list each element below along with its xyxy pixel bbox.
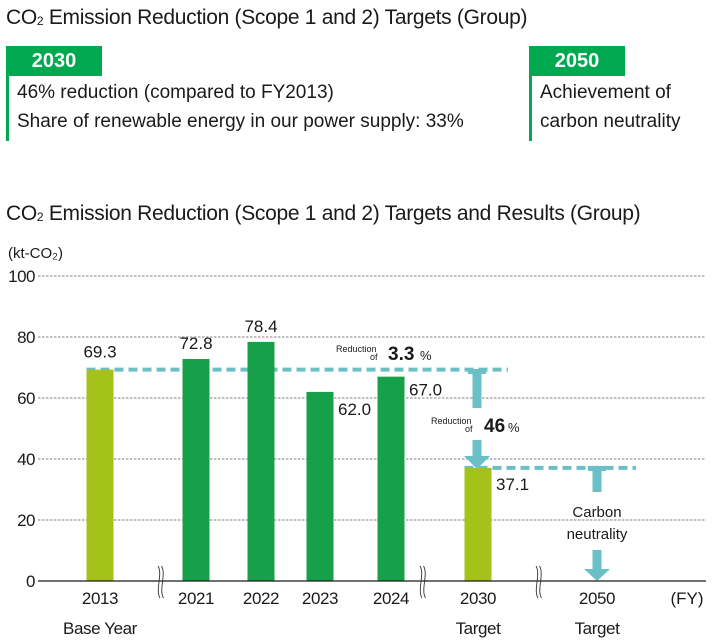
axis-break-icon <box>419 565 426 599</box>
x-tick-label: 2013 <box>82 589 118 608</box>
target-line: 46% reduction (compared to FY2013) <box>17 82 334 103</box>
arrow-head-icon <box>584 569 610 581</box>
value-label: 62.0 <box>338 400 371 419</box>
x-axis-unit-label: (FY) <box>670 589 703 608</box>
annotation-small-text: Reduction <box>431 416 472 426</box>
x-tick-label: 2030 <box>460 589 496 608</box>
target-year-label: 2050 <box>529 46 625 76</box>
x-sublabel: Target <box>456 619 502 638</box>
annotation-value: 46 <box>484 416 505 437</box>
bar-2021 <box>182 358 210 581</box>
target-line: Share of renewable energy in our power s… <box>17 111 464 132</box>
y-tick-label: 60 <box>17 389 35 408</box>
value-label: 72.8 <box>179 334 212 353</box>
target-body: 46% reduction (compared to FY2013) Share… <box>6 76 464 141</box>
annotation-small-text: of <box>370 352 378 362</box>
value-label: 78.4 <box>244 317 277 336</box>
bar-2023 <box>306 391 334 581</box>
y-tick-label: 100 <box>8 267 35 286</box>
bar-2024 <box>377 376 405 581</box>
arrow-stem-lower <box>592 550 602 570</box>
y-tick-label: 40 <box>17 450 35 469</box>
axis-break-icon <box>535 565 542 599</box>
x-tick-label: 2050 <box>579 589 615 608</box>
value-label: 37.1 <box>496 475 529 494</box>
title-sub: 2 <box>36 14 44 28</box>
y-tick-label: 80 <box>17 328 35 347</box>
target-2030-card: 2030 46% reduction (compared to FY2013) … <box>6 46 464 141</box>
annotation-unit: % <box>508 420 520 435</box>
axis-break-icon <box>157 565 164 599</box>
target-body: Achievement of carbon neutrality <box>529 76 680 141</box>
x-tick-label: 2024 <box>373 589 409 608</box>
title-rest: Emission Reduction (Scope 1 and 2) Targe… <box>43 202 641 225</box>
value-label: 67.0 <box>409 381 442 400</box>
x-tick-label: 2023 <box>302 589 338 608</box>
arrow-head-icon <box>464 456 490 469</box>
y-tick-label: 0 <box>26 572 35 591</box>
y-tick-label: 20 <box>17 511 35 530</box>
targets-title: CO2 Emission Reduction (Scope 1 and 2) T… <box>6 6 527 30</box>
arrow-stem-upper <box>592 466 602 492</box>
x-sublabel: Base Year <box>63 619 138 638</box>
annotation-text: neutrality <box>567 526 628 543</box>
x-tick-label: 2021 <box>178 589 214 608</box>
bar-2013 <box>86 369 114 581</box>
bar-2030 <box>464 467 492 581</box>
annotation-small-text: Reduction <box>336 344 377 354</box>
annotation-text: Carbon <box>572 504 621 521</box>
title-co: CO <box>6 202 37 225</box>
annotation-unit: % <box>420 348 432 363</box>
target-2050-card: 2050 Achievement of carbon neutrality <box>529 46 680 141</box>
annotation-small-text: of <box>465 424 473 434</box>
annotation-value: 3.3 <box>388 344 414 365</box>
target-line: Achievement of <box>540 82 671 103</box>
chart-title: CO2 Emission Reduction (Scope 1 and 2) T… <box>6 202 641 226</box>
bar-2022 <box>247 341 275 581</box>
title-sub: 2 <box>36 210 44 224</box>
x-sublabel: Target <box>575 619 621 638</box>
title-rest: Emission Reduction (Scope 1 and 2) Targe… <box>43 6 528 29</box>
arrow-stem-upper <box>472 369 482 408</box>
x-tick-label: 2022 <box>243 589 279 608</box>
value-label: 69.3 <box>83 343 116 362</box>
y-axis-unit-label: (kt-CO₂) <box>8 245 63 262</box>
title-co: CO <box>6 6 37 29</box>
target-year-label: 2030 <box>6 46 102 76</box>
arrow-stem-lower <box>472 440 482 457</box>
target-line: carbon neutrality <box>540 111 681 132</box>
